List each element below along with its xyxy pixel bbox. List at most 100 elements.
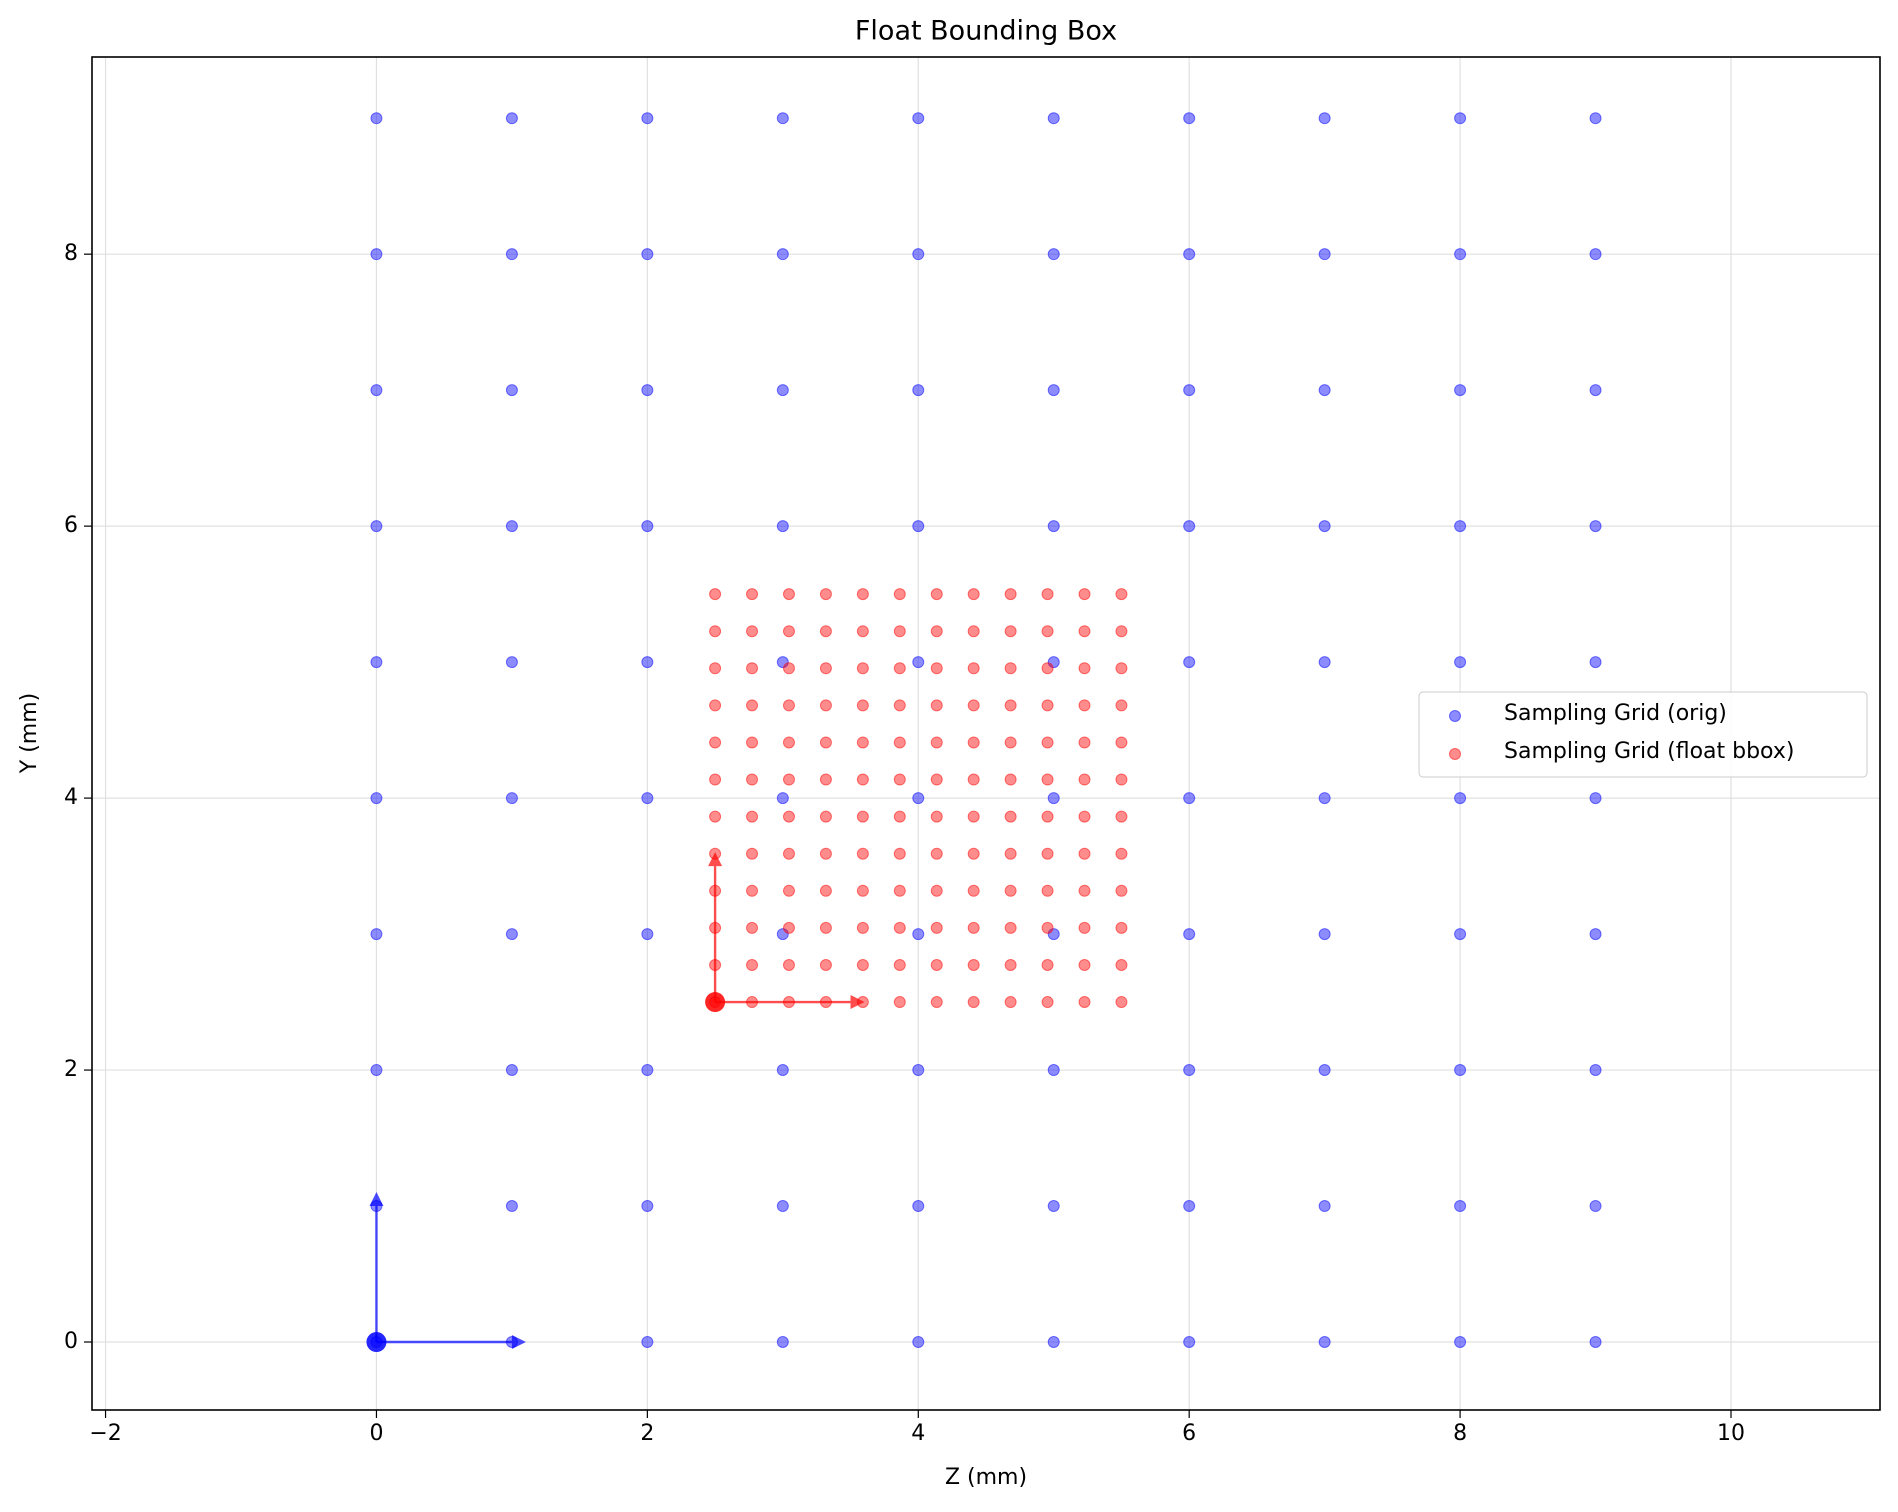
point <box>912 656 925 669</box>
point <box>1041 588 1054 601</box>
point <box>912 792 925 805</box>
point <box>967 958 980 971</box>
point <box>782 662 795 675</box>
point <box>1454 112 1467 125</box>
point <box>1115 996 1128 1009</box>
legend-box <box>1418 691 1868 778</box>
point <box>1004 884 1017 897</box>
point <box>930 810 943 823</box>
point <box>1454 928 1467 941</box>
point <box>641 248 654 261</box>
point <box>930 662 943 675</box>
point <box>709 625 722 638</box>
point <box>930 588 943 601</box>
point <box>967 921 980 934</box>
point <box>912 928 925 941</box>
point <box>1078 810 1091 823</box>
point <box>1115 773 1128 786</box>
point <box>1115 810 1128 823</box>
point <box>856 588 869 601</box>
point <box>641 928 654 941</box>
point <box>1115 958 1128 971</box>
point <box>1183 1200 1196 1213</box>
point <box>1047 1336 1060 1349</box>
point <box>746 884 759 897</box>
point <box>505 1200 518 1213</box>
point <box>1047 792 1060 805</box>
point <box>893 847 906 860</box>
point <box>1589 248 1602 261</box>
point <box>930 958 943 971</box>
point <box>930 884 943 897</box>
point <box>1041 810 1054 823</box>
point <box>709 588 722 601</box>
point <box>819 588 832 601</box>
point <box>641 792 654 805</box>
point <box>893 996 906 1009</box>
point <box>782 588 795 601</box>
point <box>1078 958 1091 971</box>
point <box>856 625 869 638</box>
point <box>1041 958 1054 971</box>
point <box>746 773 759 786</box>
y-tick-label: 8 <box>64 241 78 266</box>
point <box>1589 1064 1602 1077</box>
x-tick-label: 10 <box>1717 1421 1745 1446</box>
x-tick-label: 4 <box>911 1421 925 1446</box>
point <box>930 847 943 860</box>
point <box>819 699 832 712</box>
point <box>782 847 795 860</box>
point <box>1004 588 1017 601</box>
point <box>1004 921 1017 934</box>
point <box>819 884 832 897</box>
point <box>1454 1200 1467 1213</box>
point <box>1078 921 1091 934</box>
point <box>1115 662 1128 675</box>
point <box>746 736 759 749</box>
point <box>893 773 906 786</box>
point <box>819 736 832 749</box>
point <box>1318 520 1331 533</box>
point <box>856 921 869 934</box>
point <box>782 699 795 712</box>
arrow-head <box>369 1192 384 1207</box>
point <box>1078 662 1091 675</box>
point <box>1115 588 1128 601</box>
point <box>1004 847 1017 860</box>
point <box>1041 625 1054 638</box>
point <box>1115 884 1128 897</box>
point <box>1078 625 1091 638</box>
point <box>1454 656 1467 669</box>
plot-frame <box>91 56 1881 1411</box>
point <box>856 847 869 860</box>
point <box>505 384 518 397</box>
point <box>967 588 980 601</box>
point <box>1041 699 1054 712</box>
point <box>1004 958 1017 971</box>
point <box>967 810 980 823</box>
point <box>1318 928 1331 941</box>
point <box>819 958 832 971</box>
x-axis-label: Z (mm) <box>945 1465 1027 1490</box>
point <box>893 810 906 823</box>
point <box>930 921 943 934</box>
point <box>1589 1200 1602 1213</box>
x-tick-label: 8 <box>1453 1421 1467 1446</box>
point <box>1589 928 1602 941</box>
point <box>967 662 980 675</box>
point <box>819 773 832 786</box>
point <box>1318 1064 1331 1077</box>
point <box>641 1336 654 1349</box>
point <box>776 656 789 669</box>
point <box>1004 699 1017 712</box>
point <box>1115 736 1128 749</box>
point <box>1454 248 1467 261</box>
y-axis-label: Y (mm) <box>17 693 42 774</box>
point <box>505 656 518 669</box>
point <box>1047 520 1060 533</box>
point <box>746 662 759 675</box>
point <box>912 384 925 397</box>
point <box>746 625 759 638</box>
point <box>967 736 980 749</box>
